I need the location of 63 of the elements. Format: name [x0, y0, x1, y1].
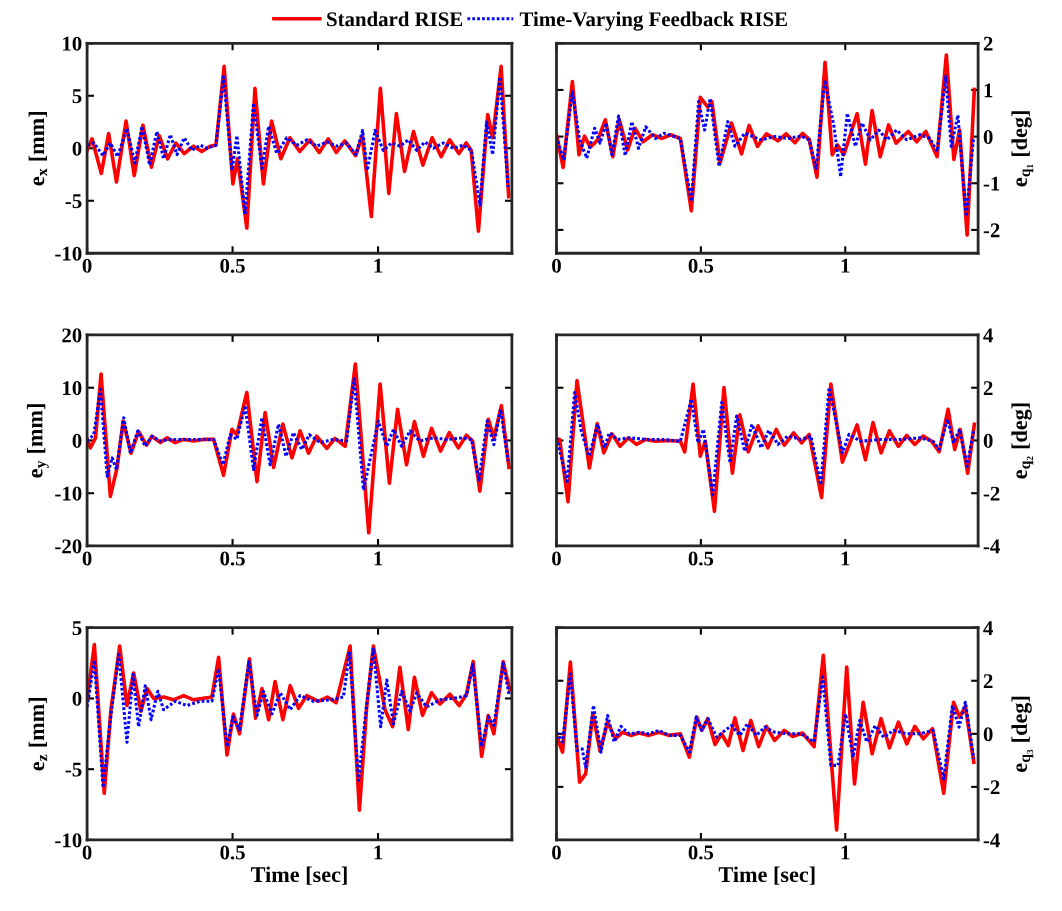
y-tick-label: 2 [983, 36, 993, 51]
y-axis-title: e$_{x}$ [mm] [28, 112, 48, 186]
y-tick-label: -10 [55, 246, 82, 261]
y-tick-label: 20 [62, 328, 82, 343]
y-axis-title: e$_{q₂}$ [deg] [1011, 403, 1034, 479]
x-tick-label: 1 [841, 845, 850, 860]
x-tick-label: 1 [374, 551, 383, 566]
line-series [556, 74, 976, 218]
x-tick-label: 0 [82, 258, 92, 273]
y-tick-label: -4 [983, 833, 1000, 848]
y-tick-label: 2 [983, 674, 993, 688]
legend-label: Time-Varying Feedback RISE [519, 11, 787, 31]
y-tick-label: -10 [55, 486, 82, 501]
line-series [87, 647, 511, 790]
y-tick-label: 10 [63, 36, 82, 51]
y-tick-label: -5 [65, 762, 82, 777]
y-tick-label: 0 [983, 129, 993, 145]
x-tick-label: 0.5 [688, 551, 714, 566]
line-series [556, 385, 976, 497]
y-tick-label: 0 [72, 433, 82, 448]
y-tick-label: -2 [983, 486, 1000, 501]
x-tick-label: 0.5 [220, 258, 245, 273]
y-tick-label: 5 [72, 89, 82, 104]
x-tick-label: 1 [841, 551, 850, 566]
y-tick-label: -4 [983, 539, 1000, 554]
y-tick-label: 10 [63, 381, 82, 396]
y-tick-label: 1 [984, 83, 993, 98]
y-axis-title: e$_{y}$ [mm] [26, 404, 49, 478]
x-tick-label: 0.5 [688, 258, 714, 273]
y-tick-label: 5 [72, 621, 82, 636]
x-tick-label: 0 [82, 845, 92, 860]
x-axis-title: Time [sec] [718, 866, 815, 885]
y-tick-label: 0 [72, 141, 82, 156]
line-series [556, 672, 976, 781]
x-tick-label: 1 [374, 845, 383, 860]
y-tick-label: 0 [983, 433, 993, 448]
y-tick-label: -2 [983, 780, 1000, 795]
line-series [87, 75, 510, 216]
y-tick-label: 4 [983, 621, 993, 635]
y-tick-label: 4 [983, 328, 993, 343]
y-tick-label: 0 [983, 727, 993, 742]
x-tick-label: 0 [82, 551, 92, 566]
y-tick-label: -1 [983, 176, 1000, 191]
x-tick-label: 0.5 [220, 551, 245, 566]
y-tick-label: -10 [55, 833, 82, 848]
y-tick-label: -20 [55, 539, 82, 554]
y-axis-title: e$_{q₁}$ [deg] [1011, 111, 1034, 187]
line-series [87, 377, 510, 492]
y-tick-label: -5 [65, 194, 82, 209]
x-tick-label: 0 [552, 258, 561, 273]
y-tick-label: -2 [983, 223, 1000, 238]
x-tick-label: 0.5 [688, 845, 714, 860]
y-tick-label: 0 [72, 691, 82, 706]
y-axis-title: e$_{z}$ [mm] [28, 698, 48, 771]
y-axis-title: e$_{q₃}$ [deg] [1011, 696, 1034, 772]
x-tick-label: 1 [374, 258, 383, 273]
x-axis-title: Time [sec] [250, 866, 347, 885]
x-tick-label: 0 [552, 551, 561, 566]
y-tick-label: 2 [983, 381, 993, 395]
x-tick-label: 0.5 [220, 845, 245, 860]
legend-label: Standard RISE [327, 11, 463, 27]
x-tick-label: 1 [841, 258, 850, 273]
x-tick-label: 0 [552, 845, 561, 860]
